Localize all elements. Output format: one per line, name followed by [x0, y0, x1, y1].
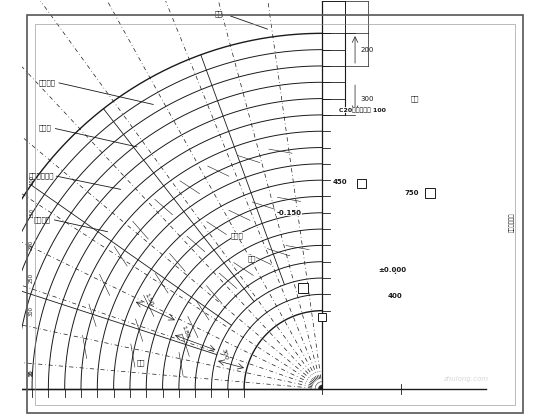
- Text: 50: 50: [29, 369, 34, 376]
- Text: 垫木板: 垫木板: [231, 232, 244, 239]
- Text: 水池: 水池: [248, 255, 256, 262]
- Text: 25: 25: [29, 369, 34, 376]
- Text: 200: 200: [29, 241, 34, 251]
- Text: 1.50: 1.50: [144, 292, 154, 307]
- Text: 750: 750: [404, 190, 418, 196]
- Text: 水池: 水池: [137, 360, 145, 366]
- Text: 防水层: 防水层: [39, 124, 52, 131]
- Text: 450: 450: [332, 179, 347, 185]
- Text: 全国标准图集: 全国标准图集: [509, 213, 515, 232]
- Text: 300: 300: [360, 96, 374, 101]
- Text: 400: 400: [388, 292, 403, 299]
- Text: 200: 200: [360, 47, 374, 53]
- Text: 300: 300: [221, 348, 228, 360]
- Bar: [425, 188, 435, 198]
- Text: 250: 250: [29, 273, 34, 283]
- Text: 聚酯胎防水层: 聚酯胎防水层: [29, 172, 54, 179]
- Text: 混凝压层: 混凝压层: [39, 79, 55, 85]
- Text: C20混凝土浇筑 100: C20混凝土浇筑 100: [339, 108, 386, 113]
- Text: 1.80: 1.80: [181, 324, 190, 339]
- Bar: [357, 178, 366, 188]
- Text: 300: 300: [29, 305, 34, 316]
- Bar: [298, 283, 308, 293]
- Text: 喷泥: 喷泥: [214, 10, 223, 17]
- Text: 水池: 水池: [410, 95, 419, 102]
- Text: 防腐处理: 防腐处理: [34, 216, 51, 222]
- Text: -0.150: -0.150: [277, 210, 302, 216]
- Text: zhulong.com: zhulong.com: [444, 376, 488, 382]
- Text: 100: 100: [29, 175, 34, 185]
- Bar: [319, 313, 326, 321]
- Text: ±0.000: ±0.000: [378, 266, 406, 272]
- Text: 150: 150: [29, 208, 34, 218]
